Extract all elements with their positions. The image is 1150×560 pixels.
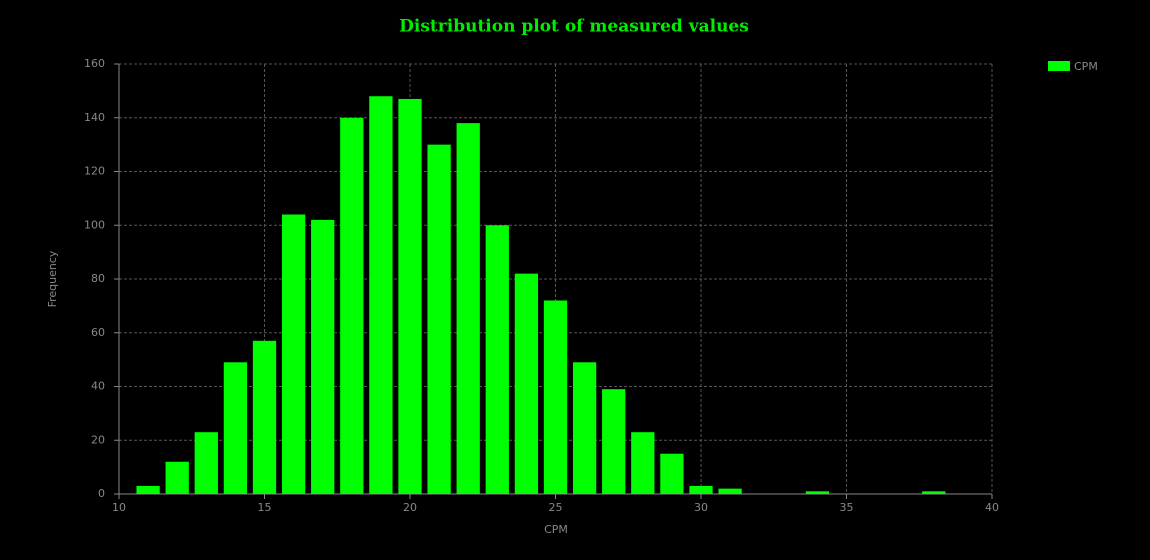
x-tick-label: 10 [112,501,126,514]
bar [427,144,451,494]
x-tick-label: 35 [840,501,854,514]
x-axis-label: CPM [544,523,568,536]
bar [572,362,597,494]
bar [660,453,684,494]
chart-title: Distribution plot of measured values [399,17,749,37]
x-tick-label: 40 [985,501,999,514]
bar [311,219,335,494]
bar [485,225,509,494]
bar [369,96,393,494]
bar [689,485,713,494]
bar [398,98,422,494]
y-tick-label: 80 [91,272,105,285]
x-tick-label: 15 [258,501,272,514]
bar [281,214,306,494]
bar [631,432,655,494]
x-tick-label: 20 [403,501,417,514]
x-tick-label: 25 [549,501,563,514]
bar [922,491,946,494]
legend-swatch [1048,61,1070,71]
y-tick-label: 160 [84,57,105,70]
x-tick-label: 30 [694,501,708,514]
bar [543,300,568,494]
y-axis-label: Frequency [46,250,59,307]
y-tick-label: 60 [91,326,105,339]
y-tick-label: 0 [98,487,105,500]
bar [194,432,218,494]
y-tick-label: 120 [84,165,105,178]
bar [252,340,277,494]
bar [456,123,480,494]
bar [602,389,626,494]
y-tick-label: 140 [84,111,105,124]
bar [718,488,742,494]
bar [514,273,539,494]
bar [223,362,248,494]
y-tick-label: 100 [84,218,105,231]
y-tick-label: 20 [91,433,105,446]
bar [136,485,160,494]
bar [340,117,364,494]
bar [165,461,189,494]
bar [805,491,830,494]
y-tick-label: 40 [91,380,105,393]
legend-label: CPM [1074,60,1098,73]
